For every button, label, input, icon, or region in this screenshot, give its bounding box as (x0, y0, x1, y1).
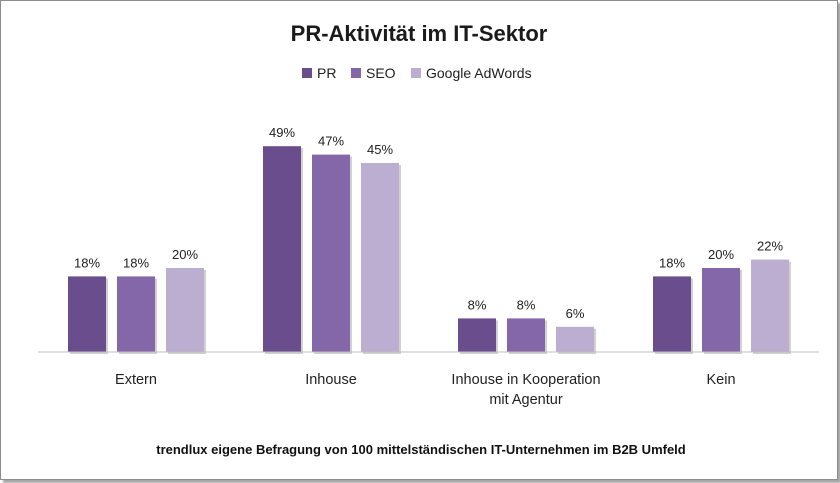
bar-3-4 (751, 259, 789, 352)
data-label-1-3: 8% (468, 297, 487, 312)
category-label-2: Inhouse (305, 372, 357, 388)
data-label-2-1: 18% (123, 255, 149, 270)
data-label-2-4: 20% (708, 247, 734, 262)
bar-2-2 (312, 154, 350, 352)
category-labels-group: Extern Inhouse Inhouse in Kooperation mit A… (115, 372, 735, 408)
bar-1-3 (458, 318, 496, 352)
category-label-4: Kein (706, 372, 735, 388)
legend: PR SEO Google AdWords (302, 65, 532, 81)
bar-3-1 (166, 268, 204, 352)
bar-2-4 (702, 268, 740, 352)
legend-swatch-3 (411, 68, 421, 78)
legend-swatch-2 (351, 68, 361, 78)
bar-2-1 (117, 276, 155, 352)
data-label-3-1: 20% (172, 247, 198, 262)
bar-2-3 (507, 318, 545, 352)
data-label-2-2: 47% (318, 134, 344, 149)
bar-1-4 (653, 276, 691, 352)
category-label-3-line2: mit Agentur (489, 392, 563, 408)
legend-label-3: Google AdWords (426, 65, 532, 81)
bar-1-1 (68, 276, 106, 352)
legend-label-1: PR (317, 65, 336, 81)
data-label-1-2: 49% (269, 125, 295, 140)
data-labels-group: 18% 49% 8% 18% 18% 47% 8% 20% 20% 45% 6% 22% (74, 125, 783, 321)
category-label-1: Extern (115, 372, 157, 388)
data-label-3-2: 45% (367, 142, 393, 157)
category-label-3: Inhouse in Kooperation (451, 372, 600, 388)
data-label-3-3: 6% (566, 306, 585, 321)
legend-swatch-1 (302, 68, 312, 78)
data-label-3-4: 22% (757, 239, 783, 254)
bar-1-2 (263, 146, 301, 352)
bar-3-2 (361, 163, 399, 352)
chart-caption: trendlux eigene Befragung von 100 mittel… (156, 442, 686, 457)
bars-group (68, 146, 791, 354)
data-label-1-1: 18% (74, 255, 100, 270)
legend-label-2: SEO (366, 65, 396, 81)
bar-3-3 (556, 326, 594, 352)
data-label-1-4: 18% (659, 255, 685, 270)
chart-title: PR-Aktivität im IT-Sektor (291, 21, 548, 46)
data-label-2-3: 8% (517, 297, 536, 312)
